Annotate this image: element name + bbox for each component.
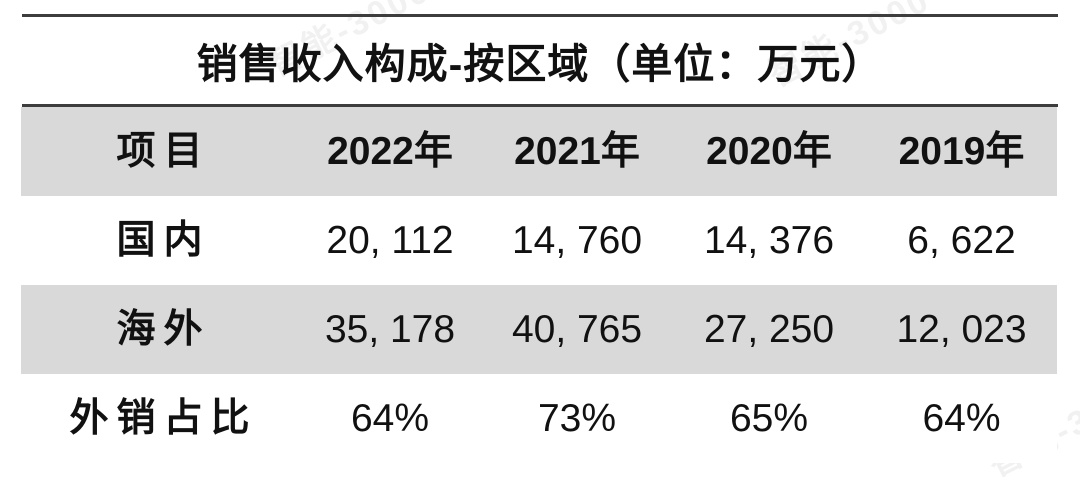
value-cell: 40, 765 <box>511 308 643 351</box>
header-cell-2021: 2021年 <box>514 130 640 173</box>
table-row-domestic: 国内 20, 112 14, 760 14, 376 6, 622 <box>21 196 1057 285</box>
table-row-export-ratio: 外销占比 64% 73% 65% 64% <box>21 374 1057 463</box>
header-cell-item: 项目 <box>116 130 211 173</box>
table-row-overseas: 海外 35, 178 40, 765 27, 250 12, 023 <box>21 285 1057 374</box>
top-rule <box>22 14 1058 17</box>
value-cell: 27, 250 <box>703 308 835 351</box>
value-cell: 20, 112 <box>326 219 454 262</box>
header-cell-2022: 2022年 <box>327 130 453 173</box>
value-cell: 12, 023 <box>896 308 1027 351</box>
value-cell: 35, 178 <box>324 308 456 351</box>
value-cell: 65% <box>729 397 809 440</box>
row-label: 海外 <box>116 308 211 351</box>
value-cell: 73% <box>537 397 617 440</box>
header-row: 项目 2022年 2021年 2020年 2019年 <box>21 107 1057 196</box>
data-table: 项目 2022年 2021年 2020年 2019年 国内 20, 112 14… <box>21 107 1057 463</box>
title-bottom-rule <box>22 104 1058 107</box>
value-cell: 64% <box>922 397 1001 440</box>
row-label: 国内 <box>116 219 211 262</box>
header-cell-2020: 2020年 <box>706 130 832 173</box>
value-cell: 64% <box>350 397 430 440</box>
header-cell-2019: 2019年 <box>898 130 1025 173</box>
value-cell: 14, 376 <box>703 219 835 262</box>
value-cell: 14, 760 <box>511 219 643 262</box>
value-cell: 6, 622 <box>907 219 1016 262</box>
table-title: 销售收入构成-按区域（单位：万元） <box>196 41 884 87</box>
row-label: 外销占比 <box>69 397 258 440</box>
